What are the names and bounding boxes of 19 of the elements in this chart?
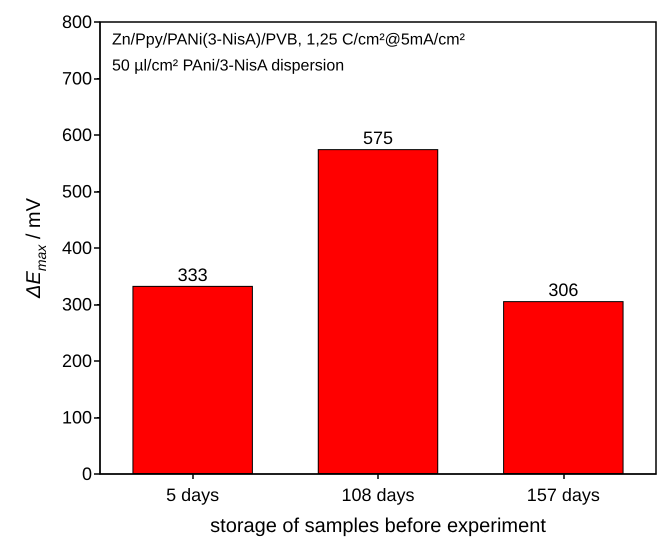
data-label: 306: [548, 280, 578, 300]
y-tick-label: 500: [62, 182, 92, 202]
y-tick-label: 600: [62, 125, 92, 145]
x-tick-label: 157 days: [526, 485, 600, 505]
x-tick-label: 5 days: [166, 485, 220, 505]
y-tick-label: 0: [82, 464, 92, 484]
data-label: 575: [362, 128, 394, 148]
y-tick-label: 300: [62, 294, 92, 314]
y-tick-label: 400: [62, 238, 92, 258]
y-tick-label: 800: [62, 12, 92, 32]
y-tick-label: 200: [62, 351, 92, 371]
annotation: Zn/Ppy/PANi(3-NisA)/PVB, 1,25 C/cm²@5mA/cm²: [112, 32, 466, 48]
data-label: 333: [178, 264, 208, 285]
x-axis-title: storage of samples before experiment: [210, 515, 546, 537]
annotation: 50 µl/cm² PAni/3-NisA dispersion: [112, 58, 344, 74]
y-tick-label: 100: [62, 408, 92, 428]
x-tick-label: 108 days: [341, 485, 415, 505]
y-axis-title: ΔEmax / mV: [23, 197, 49, 299]
y-tick-label: 700: [62, 68, 92, 88]
